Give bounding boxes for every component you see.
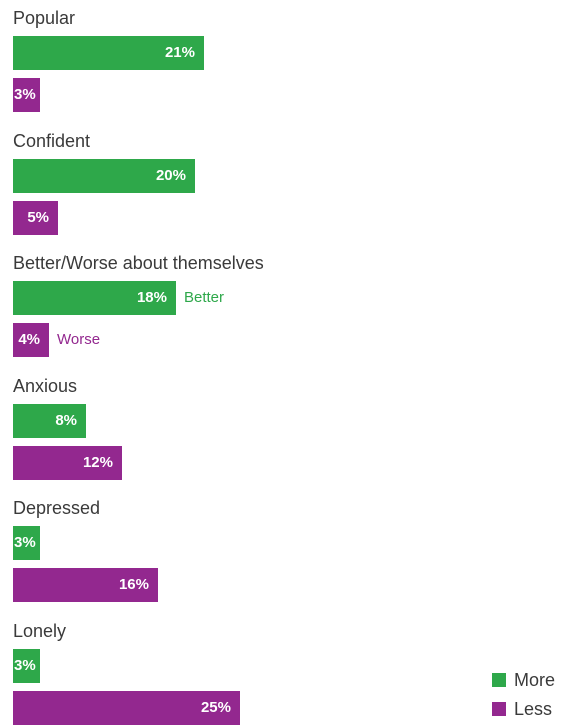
category-label-confident: Confident	[13, 130, 91, 151]
bar-value-label-depressed-less: 16%	[118, 576, 149, 593]
bar-confident-more	[13, 158, 195, 193]
category-label-anxious: Anxious	[13, 375, 78, 396]
bar-value-label-confident-more: 20%	[155, 166, 186, 184]
bar-value-label-lonely-more: 3%	[14, 656, 36, 674]
legend-label-less: Less	[514, 699, 553, 719]
bar-value-label-anxious-less: 12%	[82, 453, 113, 471]
legend-label-more: More	[514, 670, 556, 690]
category-label-better-worse-about-themselves: Better/Worse about themselves	[13, 253, 264, 273]
bar-better-worse-about-themselves-more	[13, 281, 176, 315]
bar-confident-less	[13, 200, 58, 235]
bar-value-label-popular-more: 21%	[164, 44, 195, 61]
annotation-worse: Worse	[57, 331, 101, 348]
bar-anxious-less	[13, 445, 122, 480]
bar-popular-less	[13, 78, 40, 112]
bar-value-label-popular-less: 3%	[14, 86, 36, 103]
annotation-better: Better	[184, 289, 225, 306]
category-label-popular: Popular	[13, 8, 76, 28]
bar-value-label-anxious-more: 8%	[55, 411, 77, 429]
bar-value-label-better-worse-about-themselves-more: 18%	[136, 289, 167, 306]
bar-value-label-confident-less: 5%	[27, 208, 49, 226]
bar-value-label-better-worse-about-themselves-less: 4%	[18, 331, 40, 348]
bar-better-worse-about-themselves-less	[13, 323, 49, 357]
category-label-depressed: Depressed	[13, 498, 101, 518]
bar-depressed-more	[13, 526, 40, 560]
bar-popular-more	[13, 36, 204, 70]
legend-swatch-less	[492, 702, 506, 716]
bar-lonely-more	[13, 648, 40, 683]
bar-value-label-lonely-less: 25%	[200, 698, 231, 716]
bar-anxious-more	[13, 403, 86, 438]
bar-depressed-less	[13, 568, 158, 602]
category-label-lonely: Lonely	[13, 620, 67, 641]
legend-swatch-more	[492, 673, 506, 687]
bar-value-label-depressed-more: 3%	[14, 534, 36, 551]
